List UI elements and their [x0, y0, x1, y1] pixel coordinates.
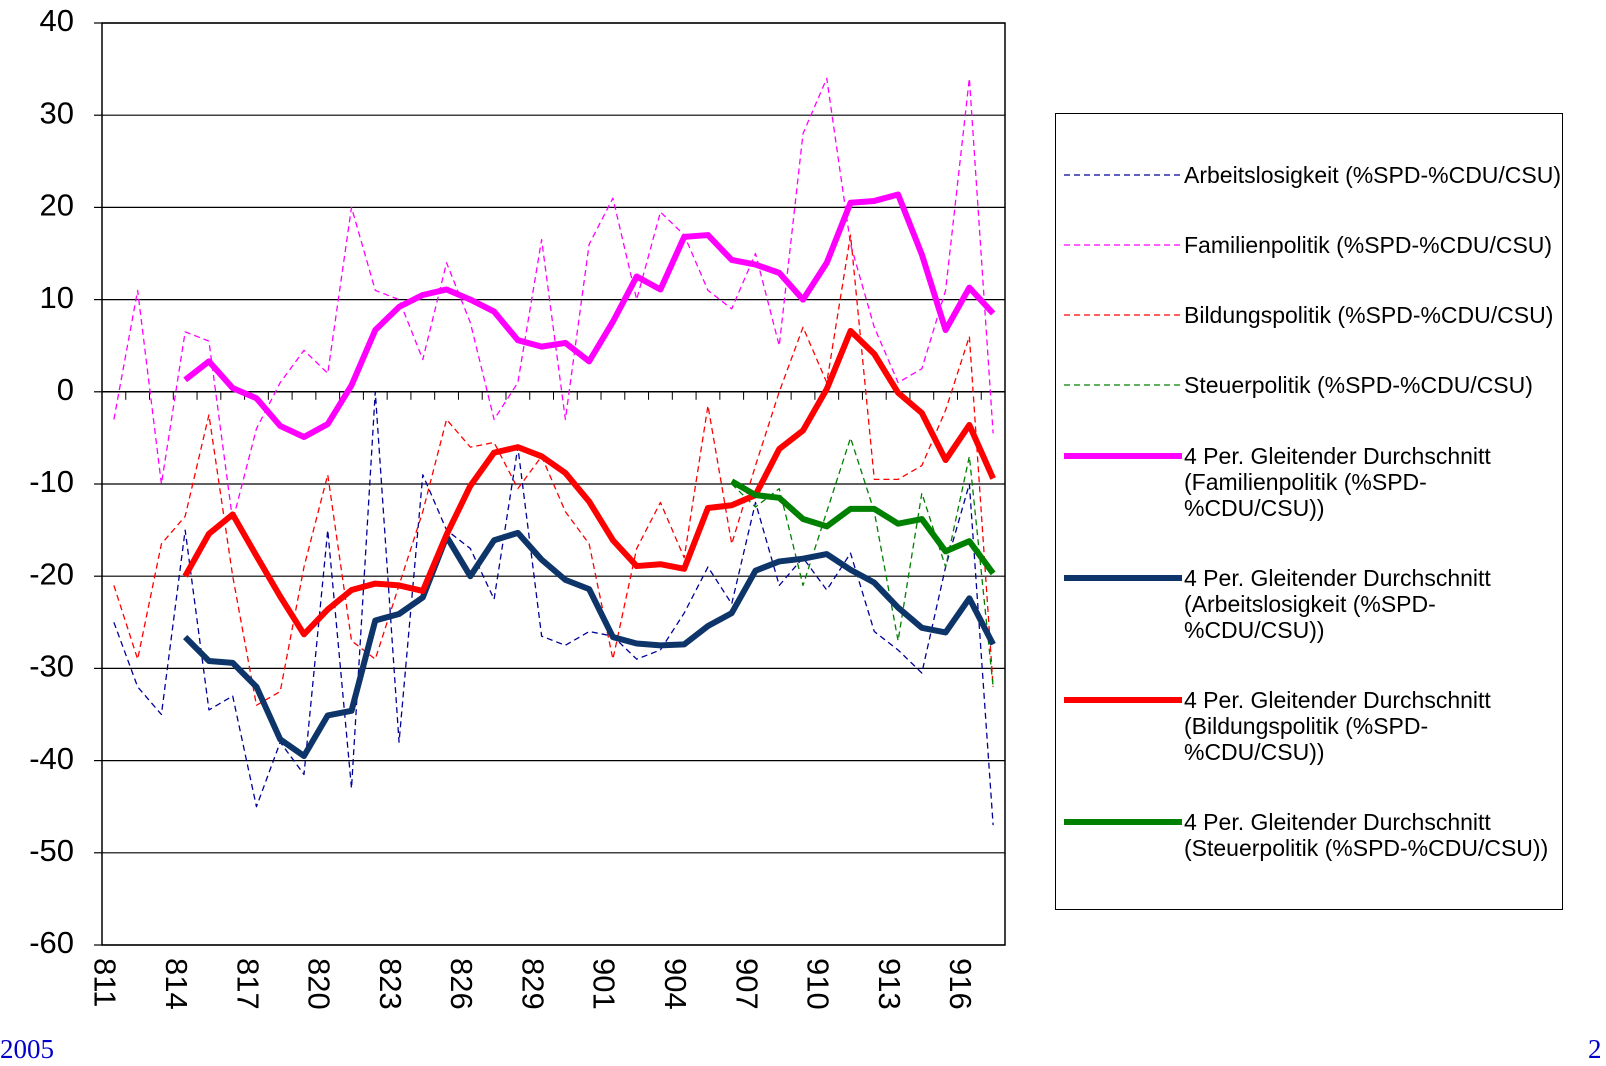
x-tick-label: 811	[88, 958, 123, 1007]
series-line	[182, 327, 996, 638]
x-tick-label: 823	[373, 958, 408, 1010]
legend-swatch	[1064, 818, 1182, 825]
legend-swatch	[1064, 314, 1182, 316]
x-tick-label: 901	[587, 958, 622, 1010]
y-tick-label: -20	[29, 556, 74, 591]
plot-border	[101, 22, 1006, 946]
series-line	[183, 529, 996, 759]
legend-item: Bildungspolitik (%SPD-%CDU/CSU)	[1056, 302, 1562, 328]
y-tick-label: 20	[40, 188, 74, 223]
legend: Arbeitslosigkeit (%SPD-%CDU/CSU) Familien…	[1055, 113, 1563, 910]
legend-swatch	[1064, 384, 1182, 387]
legend-item: 4 Per. Gleitender Durchschnitt (Familien…	[1056, 443, 1562, 521]
y-tick-label: 0	[57, 372, 74, 407]
x-tick-label: 916	[943, 958, 978, 1010]
legend-item: Steuerpolitik (%SPD-%CDU/CSU)	[1056, 372, 1562, 398]
y-tick-label: 10	[40, 280, 74, 315]
legend-item: Arbeitslosigkeit (%SPD-%CDU/CSU)	[1056, 162, 1562, 188]
x-tick-label: 910	[801, 958, 836, 1010]
x-tick-label: 907	[729, 958, 764, 1010]
legend-item: 4 Per. Gleitender Durchschnitt (Steuerpo…	[1056, 809, 1562, 861]
x-tick-label: 814	[159, 958, 194, 1010]
legend-label: Bildungspolitik (%SPD-%CDU/CSU)	[1184, 302, 1554, 329]
footer-right: 2	[1588, 1034, 1602, 1064]
series-line-dashed	[113, 391, 994, 826]
y-tick-label: -60	[29, 925, 74, 960]
y-tick-label: 30	[40, 95, 74, 130]
legend-swatch	[1064, 174, 1182, 176]
x-tick-label: 913	[872, 958, 907, 1010]
x-tick-label: 826	[444, 958, 479, 1010]
legend-item: 4 Per. Gleitender Durchschnitt (Arbeitsl…	[1056, 565, 1562, 643]
legend-swatch	[1064, 574, 1182, 581]
y-tick-label: -50	[29, 833, 74, 868]
series-line	[183, 191, 996, 440]
y-tick-label: -10	[29, 464, 74, 499]
y-tick-label: -30	[29, 649, 74, 684]
legend-label: Steuerpolitik (%SPD-%CDU/CSU)	[1184, 372, 1533, 399]
legend-label: 4 Per. Gleitender Durchschnitt (Steuerpo…	[1184, 808, 1549, 861]
footer-left: 2005	[0, 1034, 54, 1064]
x-tick-label: 820	[302, 958, 337, 1010]
series-line-dashed	[113, 234, 994, 706]
legend-label: 4 Per. Gleitender Durchschnitt (Familien…	[1184, 442, 1491, 521]
legend-item: 4 Per. Gleitender Durchschnitt (Bildungs…	[1056, 687, 1562, 765]
legend-swatch	[1064, 244, 1182, 246]
y-tick-label: 40	[40, 3, 74, 38]
y-tick-label: -40	[29, 741, 74, 776]
legend-item: Familienpolitik (%SPD-%CDU/CSU)	[1056, 232, 1562, 258]
legend-label: 4 Per. Gleitender Durchschnitt (Arbeitsl…	[1184, 564, 1491, 643]
legend-swatch	[1064, 452, 1182, 459]
x-tick-label: 904	[658, 958, 693, 1010]
legend-label: Familienpolitik (%SPD-%CDU/CSU)	[1184, 232, 1553, 259]
legend-swatch	[1064, 696, 1182, 703]
legend-label: Arbeitslosigkeit (%SPD-%CDU/CSU)	[1184, 162, 1562, 189]
x-tick-label: 829	[515, 958, 550, 1010]
legend-label: 4 Per. Gleitender Durchschnitt (Bildungs…	[1184, 686, 1491, 765]
series-line	[730, 478, 996, 576]
x-tick-label: 817	[230, 958, 265, 1010]
